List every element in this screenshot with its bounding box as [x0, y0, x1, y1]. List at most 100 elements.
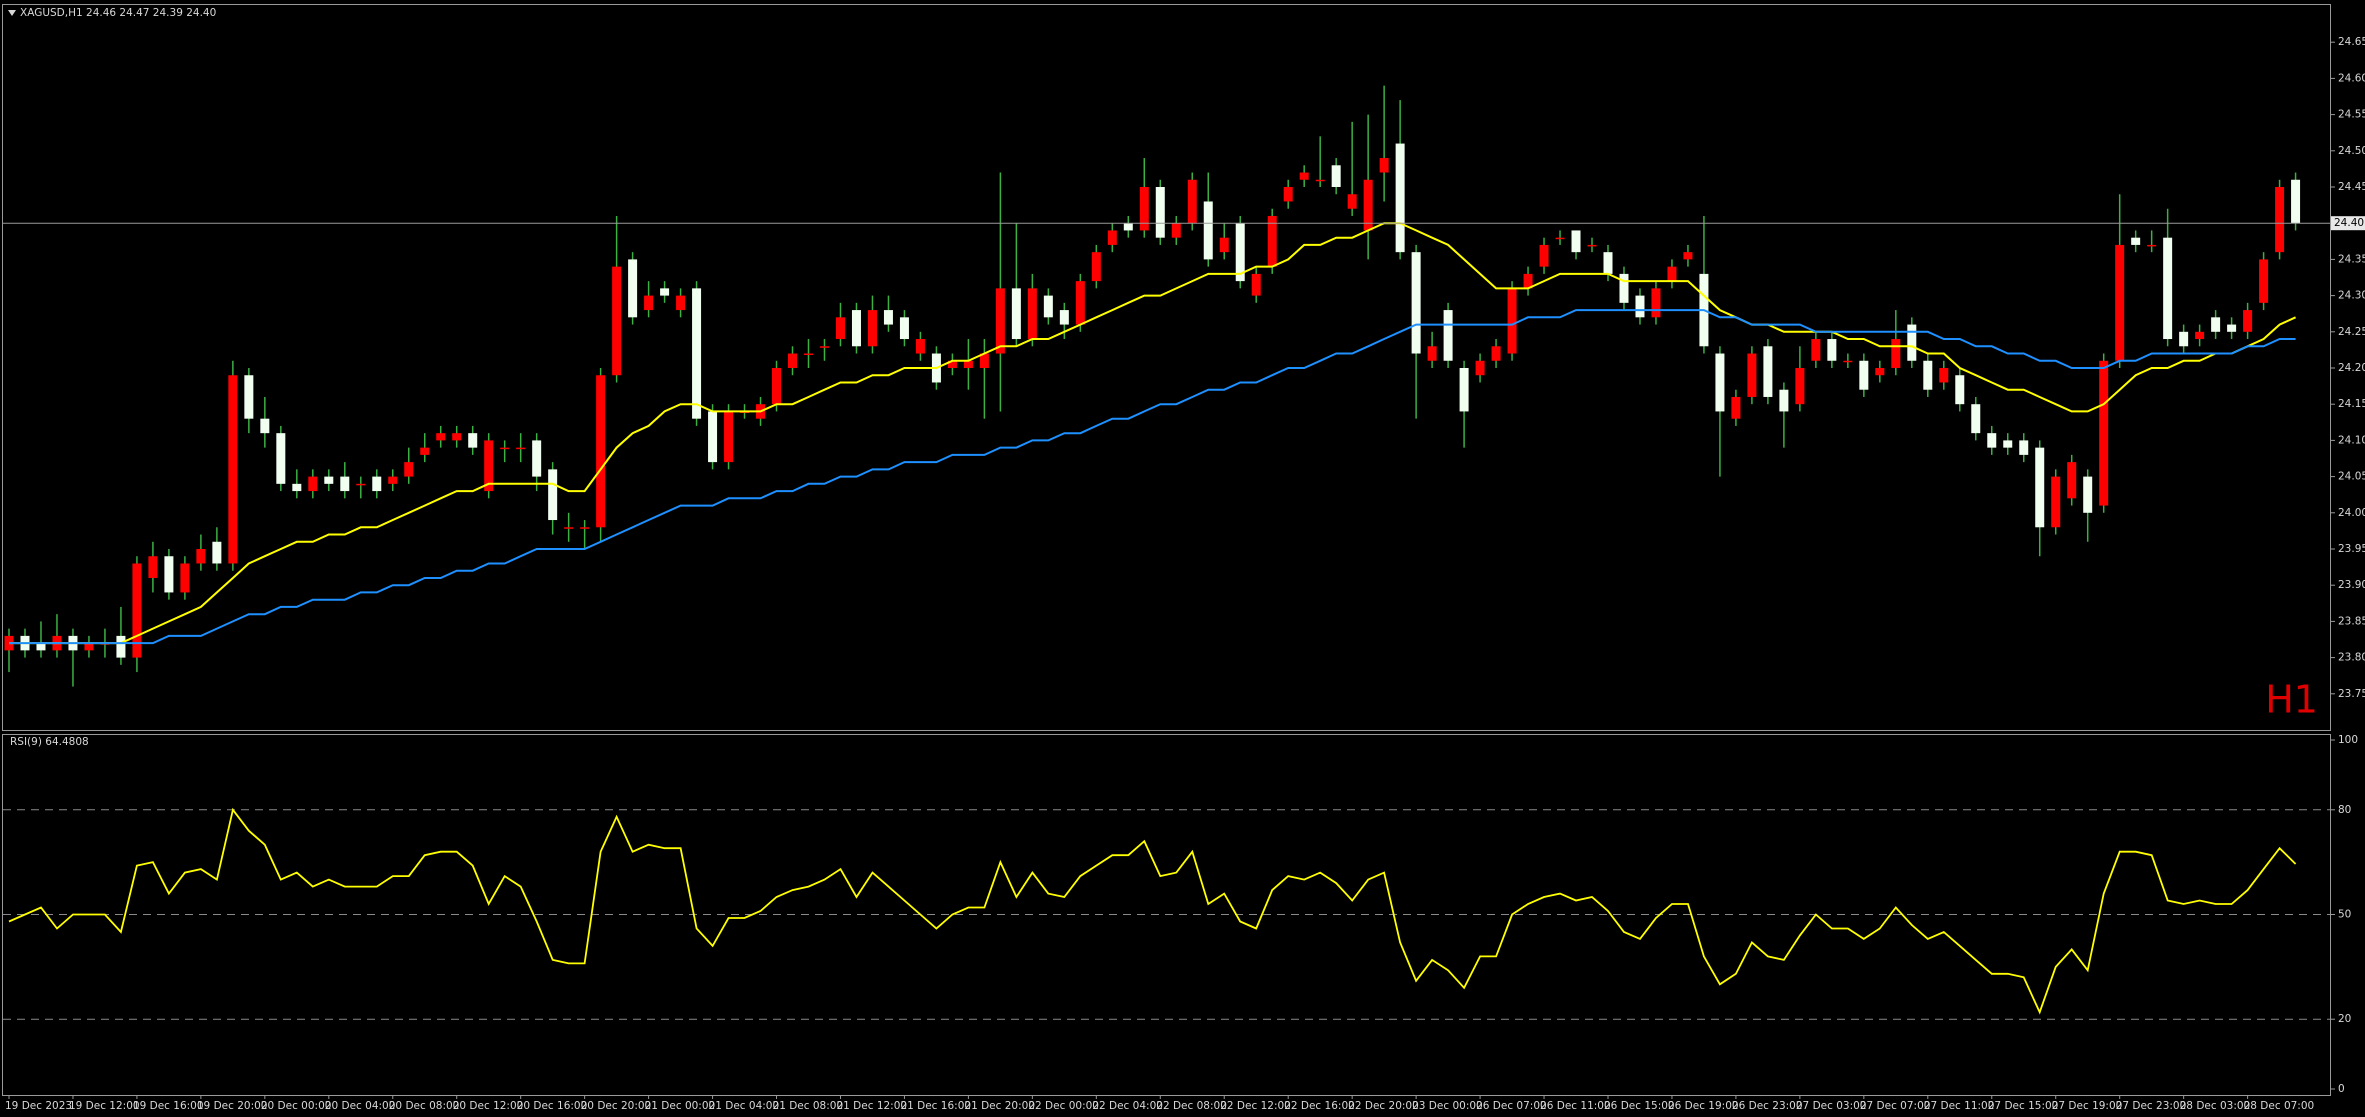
x-tick-label: 19 Dec 2023 [5, 1100, 72, 1112]
y-tick-label: 24.25 [2338, 326, 2365, 338]
candle-body-up [1027, 288, 1037, 340]
candle-body-down [1203, 201, 1213, 260]
candle-body-up [1891, 339, 1901, 368]
moving-average [9, 309, 2296, 645]
candle-body-up [612, 266, 622, 376]
candle-body-up [1747, 353, 1757, 397]
candle-body-down [2179, 331, 2189, 347]
x-tick-label: 19 Dec 20:00 [197, 1100, 268, 1112]
candle-body-up [436, 433, 446, 441]
candle-body-down [212, 541, 222, 564]
candle-body-down [1907, 324, 1917, 361]
candle-body-up [452, 433, 462, 441]
candle-body-up [2099, 360, 2109, 506]
candle-body-up [2195, 331, 2205, 340]
candle-body-down [36, 643, 46, 651]
y-tick-label: 23.85 [2338, 615, 2365, 627]
x-tick-label: 22 Dec 04:00 [1092, 1100, 1163, 1112]
candle-body-down [2163, 237, 2173, 340]
candle-body-up [132, 563, 142, 658]
candle-body-down [2003, 440, 2013, 448]
x-tick-label: 28 Dec 07:00 [2244, 1100, 2315, 1112]
candle-body-up [420, 447, 430, 455]
candle-body-down [1011, 288, 1021, 340]
candle-body-up [596, 375, 606, 528]
candle-body-up [724, 411, 734, 463]
candle-body-up [1811, 339, 1821, 361]
candle-body-down [1123, 223, 1133, 231]
candle-body-down [260, 418, 270, 434]
candle-body-up [788, 353, 798, 368]
y-tick-label: 24.15 [2338, 398, 2365, 410]
x-tick-label: 21 Dec 04:00 [709, 1100, 780, 1112]
candle-body-up [196, 549, 206, 564]
candle-body-down [324, 476, 334, 484]
candle-body-down [692, 288, 702, 419]
x-tick-label: 20 Dec 20:00 [581, 1100, 652, 1112]
candle-body-down [116, 635, 126, 658]
x-tick-label: 27 Dec 07:00 [1860, 1100, 1931, 1112]
candle-body-down [1923, 360, 1933, 390]
x-tick-label: 27 Dec 15:00 [1988, 1100, 2059, 1112]
candle-body-up [1251, 273, 1261, 296]
candle-body-up [228, 375, 238, 564]
candle-body-down [628, 259, 638, 318]
candle-body-down [1059, 310, 1069, 325]
menu-arrow[interactable] [8, 10, 16, 16]
candle-body-up [1795, 368, 1805, 405]
candle-body-up [1555, 237, 1565, 240]
y-tick-label: 80 [2338, 804, 2351, 816]
candle-body-down [1859, 360, 1869, 390]
candle-body-up [963, 360, 973, 368]
candle-body-up [580, 527, 590, 529]
candle-body-up [772, 368, 782, 405]
candle-body-up [1939, 368, 1949, 383]
y-tick-label: 24.35 [2338, 253, 2365, 265]
candle-body-down [1043, 295, 1053, 318]
candle-body-down [660, 288, 670, 296]
x-tick-label: 22 Dec 00:00 [1028, 1100, 1099, 1112]
candle-body-down [164, 556, 174, 593]
x-tick-label: 28 Dec 03:00 [2180, 1100, 2251, 1112]
candle-body-up [2259, 259, 2269, 303]
candle-body-down [468, 433, 478, 448]
x-tick-label: 26 Dec 23:00 [1732, 1100, 1803, 1112]
candle-body-down [2227, 324, 2237, 332]
candle-body-up [1363, 179, 1373, 231]
candle-body-up [180, 563, 190, 593]
candle-body-down [1987, 433, 1997, 448]
y-tick-label: 24.55 [2338, 109, 2365, 121]
candle-body-up [1475, 360, 1485, 376]
candle-body-down [1235, 223, 1245, 282]
x-tick-label: 27 Dec 03:00 [1796, 1100, 1867, 1112]
candle-body-down [708, 411, 718, 463]
y-tick-label: 24.05 [2338, 471, 2365, 483]
candle-body-down [292, 483, 302, 492]
candle-body-up [2051, 476, 2061, 528]
candle-body-up [1507, 288, 1517, 354]
y-tick-label: 24.45 [2338, 181, 2365, 193]
candle-body-up [1299, 172, 1309, 180]
candle-body-up [1219, 237, 1229, 253]
candle-body-up [1683, 252, 1693, 260]
x-tick-label: 22 Dec 08:00 [1156, 1100, 1227, 1112]
candle-body-up [1667, 266, 1677, 282]
candle-body-down [1571, 230, 1581, 253]
candle-body-up [1267, 215, 1277, 267]
candle-body-up [1491, 346, 1501, 361]
candle-body-down [2131, 237, 2141, 245]
x-tick-label: 21 Dec 08:00 [773, 1100, 844, 1112]
candle-body-down [883, 310, 893, 325]
candle-body-up [1139, 187, 1149, 231]
x-tick-label: 22 Dec 12:00 [1220, 1100, 1291, 1112]
candle-body-down [1715, 353, 1725, 412]
candle-body-down [244, 375, 254, 419]
moving-average [9, 222, 2297, 645]
x-tick-label: 22 Dec 16:00 [1284, 1100, 1355, 1112]
candle-body-up [1539, 244, 1549, 267]
x-tick-label: 27 Dec 23:00 [2116, 1100, 2187, 1112]
candle-body-up [148, 556, 158, 578]
x-tick-label: 20 Dec 04:00 [325, 1100, 396, 1112]
candle-body-up [2067, 462, 2077, 499]
